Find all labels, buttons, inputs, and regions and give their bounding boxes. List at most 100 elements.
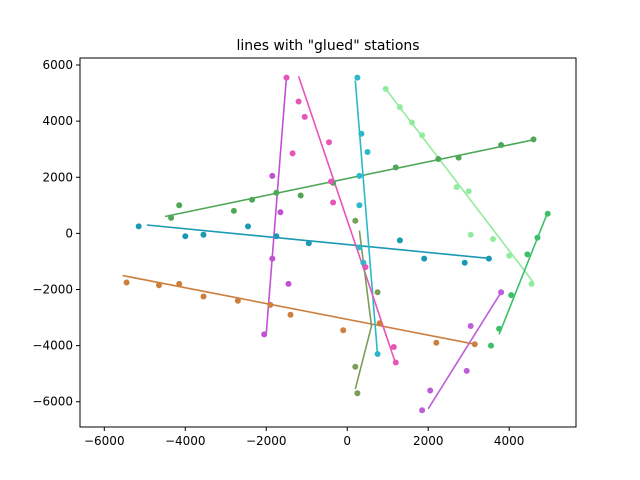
series-line-0 — [122, 274, 475, 345]
data-point-s0-6 — [287, 311, 294, 318]
data-point-s3-5 — [356, 244, 363, 251]
chart-title: lines with "glued" stations — [236, 38, 419, 54]
data-point-s8-4 — [453, 184, 460, 191]
data-point-s8-5 — [465, 188, 472, 195]
plot-area-frame — [79, 57, 577, 428]
data-point-s7-4 — [498, 289, 505, 296]
data-point-s7-1 — [427, 387, 434, 394]
data-point-s4-0 — [283, 74, 290, 81]
data-point-s1-5 — [305, 240, 312, 247]
data-point-s1-6 — [396, 237, 403, 244]
series-line-3 — [354, 80, 379, 356]
data-point-s5-2 — [269, 255, 276, 262]
y-tick-label-4: 2000 — [42, 170, 73, 184]
data-point-s2-4 — [273, 189, 280, 196]
x-tick-label-3: 0 — [343, 434, 351, 448]
series-line-7 — [427, 291, 502, 410]
x-tick-label-2: −2000 — [246, 434, 287, 448]
data-point-s3-4 — [356, 202, 363, 209]
data-point-s1-2 — [200, 231, 207, 238]
data-point-s4-2 — [301, 113, 308, 120]
data-point-s4-9 — [392, 359, 399, 366]
data-point-s9-2 — [508, 292, 515, 299]
data-point-s9-1 — [496, 325, 503, 332]
data-point-s1-0 — [135, 223, 142, 230]
y-tick-label-2: −2000 — [32, 283, 73, 297]
data-point-s2-7 — [392, 164, 399, 171]
data-point-s0-1 — [156, 282, 162, 289]
data-point-s4-4 — [326, 139, 332, 146]
data-point-s5-1 — [277, 209, 284, 216]
series-line-9 — [498, 212, 549, 335]
data-point-s0-5 — [267, 301, 274, 308]
data-point-s8-3 — [419, 132, 426, 139]
data-point-s5-3 — [261, 331, 268, 338]
data-point-s4-3 — [289, 150, 296, 157]
data-point-s9-0 — [488, 342, 494, 349]
data-point-s1-1 — [182, 233, 189, 240]
data-point-s0-4 — [234, 297, 241, 304]
data-point-s7-3 — [467, 323, 474, 329]
data-point-s2-11 — [530, 136, 537, 143]
y-tick-label-1: −4000 — [32, 339, 73, 353]
series-line-1 — [146, 224, 492, 260]
x-tick-label-0: −6000 — [84, 434, 125, 448]
series-line-4 — [297, 75, 397, 365]
data-point-s2-9 — [455, 154, 462, 161]
axes-layer: −6000 −4000 −2000 0 2000 4000 −6000 −4000 −2000 0… — [32, 58, 524, 448]
data-point-s4-1 — [295, 98, 302, 105]
data-point-s2-0 — [168, 214, 175, 221]
data-point-s1-4 — [273, 233, 280, 240]
data-point-s8-1 — [396, 104, 403, 111]
data-point-s3-7 — [374, 351, 381, 357]
series-line-5 — [265, 76, 288, 334]
data-point-s2-2 — [230, 207, 237, 214]
data-point-s8-9 — [528, 280, 535, 287]
x-tick-label-1: −4000 — [165, 434, 206, 448]
data-point-s6-3 — [354, 390, 361, 397]
data-point-s1-9 — [485, 255, 492, 262]
series-line-8 — [385, 88, 535, 283]
data-point-s3-0 — [354, 74, 361, 81]
data-point-s4-8 — [390, 344, 397, 350]
data-point-s9-4 — [534, 234, 541, 241]
data-point-s8-8 — [506, 252, 513, 259]
data-point-s7-0 — [419, 407, 426, 414]
data-point-s8-7 — [490, 236, 496, 242]
data-point-s2-8 — [435, 156, 442, 162]
data-point-s6-0 — [352, 217, 359, 224]
data-point-s0-3 — [200, 293, 207, 300]
data-point-s2-5 — [297, 192, 304, 199]
data-point-s5-4 — [285, 280, 292, 287]
y-tick-label-3: 0 — [65, 226, 73, 240]
y-tick-label-6: 6000 — [42, 58, 73, 72]
data-point-s7-2 — [463, 367, 470, 374]
data-point-s5-0 — [269, 172, 276, 179]
data-point-s0-2 — [176, 280, 183, 287]
data-point-s4-7 — [362, 264, 369, 271]
x-tick-label-5: 4000 — [494, 434, 525, 448]
y-tick-label-0: −6000 — [32, 395, 73, 409]
series-line-2 — [164, 138, 536, 218]
data-point-s0-8 — [376, 320, 383, 327]
data-point-s8-6 — [467, 231, 474, 238]
y-tick-label-5: 4000 — [42, 114, 73, 128]
data-point-s6-2 — [352, 363, 359, 370]
data-point-s8-2 — [409, 119, 415, 126]
data-point-s0-7 — [340, 327, 347, 334]
data-point-s3-2 — [364, 149, 371, 155]
data-point-s3-1 — [358, 130, 365, 137]
data-point-s4-5 — [328, 178, 334, 185]
data-point-s1-8 — [461, 259, 468, 266]
data-point-s3-3 — [356, 172, 363, 179]
x-tick-label-4: 2000 — [413, 434, 444, 448]
data-point-s2-10 — [498, 142, 505, 148]
data-point-s9-5 — [544, 210, 551, 217]
data-point-s4-6 — [330, 199, 337, 206]
data-point-s2-3 — [249, 196, 256, 203]
data-point-s9-3 — [524, 251, 531, 258]
data-point-s0-9 — [433, 339, 440, 346]
data-layer — [122, 74, 551, 414]
data-point-s0-0 — [123, 279, 130, 286]
